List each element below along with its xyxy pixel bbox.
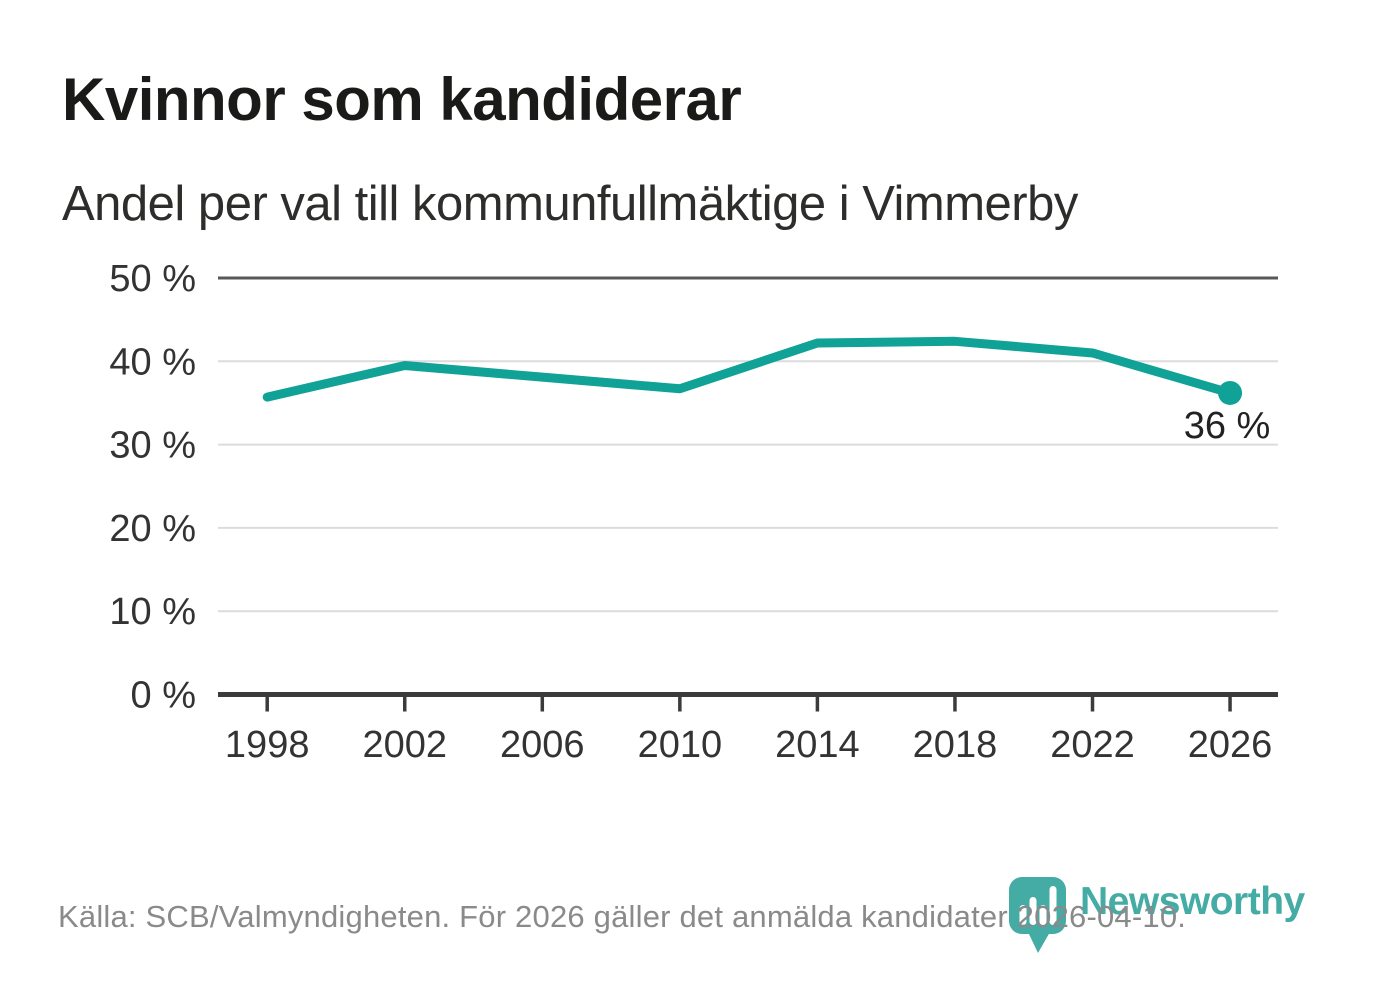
x-axis-label: 2002: [362, 724, 447, 766]
x-axis-label: 2022: [1050, 724, 1135, 766]
y-axis-label: 40 %: [109, 341, 196, 383]
x-axis-label: 2018: [913, 724, 998, 766]
y-axis-label: 0 %: [131, 675, 196, 717]
end-point-marker: [1218, 380, 1243, 405]
newsworthy-logo-icon: [1009, 877, 1066, 953]
x-axis-label: 2010: [638, 724, 723, 766]
y-axis-label: 20 %: [109, 508, 196, 550]
end-value-label: 36 %: [1184, 405, 1271, 447]
data-line: [262, 336, 1235, 402]
source-note: Källa: SCB/Valmyndigheten. För 2026 gäll…: [58, 899, 1187, 934]
y-axis-label: 10 %: [109, 591, 196, 633]
x-axis-label: 2026: [1188, 724, 1273, 766]
chart-title: Kvinnor som kandiderar: [62, 66, 742, 133]
x-axis-label: 2014: [775, 724, 860, 766]
newsworthy-logo: Newsworthy: [1008, 876, 1305, 956]
newsworthy-wordmark: Newsworthy: [1080, 880, 1305, 923]
y-axis-label: 50 %: [109, 258, 196, 300]
chart-subtitle: Andel per val till kommunfullmäktige i V…: [62, 177, 1078, 231]
x-axis-label: 2006: [500, 724, 585, 766]
y-axis-label: 30 %: [109, 425, 196, 467]
x-axis-label: 1998: [225, 724, 310, 766]
